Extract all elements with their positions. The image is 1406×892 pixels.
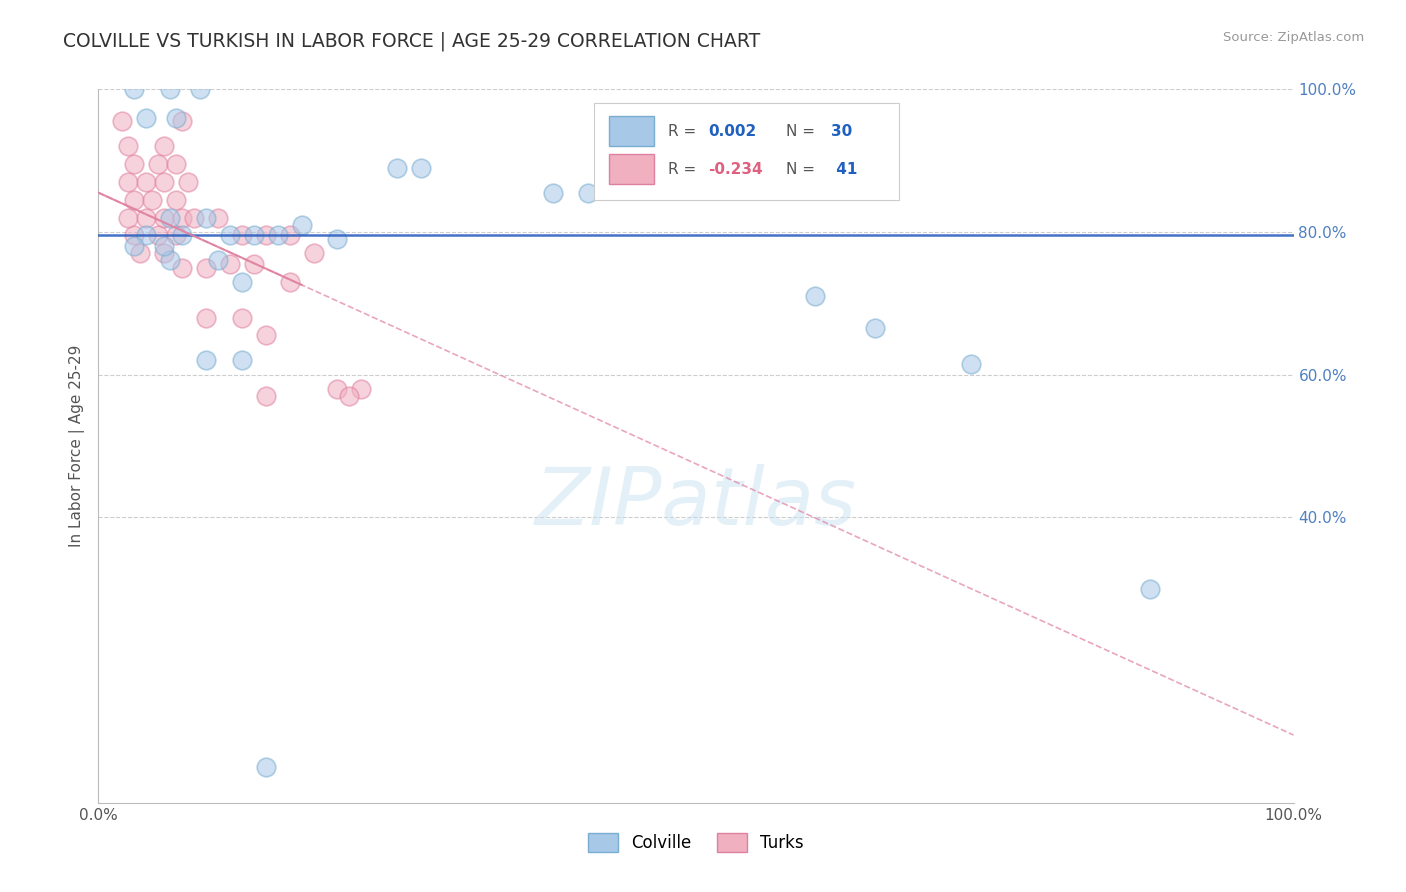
Text: N =: N = bbox=[786, 161, 820, 177]
Point bbox=[135, 228, 157, 243]
Point bbox=[124, 157, 146, 171]
Point bbox=[254, 328, 277, 343]
Point bbox=[326, 232, 349, 246]
Point bbox=[153, 175, 176, 189]
Point bbox=[124, 228, 146, 243]
Point bbox=[578, 186, 600, 200]
Point bbox=[231, 228, 253, 243]
Point bbox=[188, 82, 211, 96]
Point bbox=[165, 228, 187, 243]
Point bbox=[278, 275, 301, 289]
Text: R =: R = bbox=[668, 161, 702, 177]
Point bbox=[172, 114, 194, 128]
Text: 41: 41 bbox=[831, 161, 858, 177]
Point bbox=[124, 82, 146, 96]
Point bbox=[231, 353, 253, 368]
Point bbox=[153, 211, 176, 225]
Point bbox=[153, 246, 176, 260]
Point bbox=[153, 139, 176, 153]
Text: R =: R = bbox=[668, 124, 702, 139]
Point bbox=[195, 260, 218, 275]
Point bbox=[219, 257, 242, 271]
Point bbox=[231, 310, 253, 325]
Y-axis label: In Labor Force | Age 25-29: In Labor Force | Age 25-29 bbox=[69, 345, 84, 547]
Text: 0.002: 0.002 bbox=[709, 124, 756, 139]
Point bbox=[219, 228, 242, 243]
Point bbox=[141, 193, 163, 207]
Point bbox=[159, 253, 181, 268]
FancyBboxPatch shape bbox=[595, 103, 900, 200]
Point bbox=[195, 211, 218, 225]
Point bbox=[195, 310, 218, 325]
Text: 30: 30 bbox=[831, 124, 852, 139]
Point bbox=[135, 211, 157, 225]
Text: Source: ZipAtlas.com: Source: ZipAtlas.com bbox=[1223, 31, 1364, 45]
Text: ZIPatlas: ZIPatlas bbox=[534, 464, 858, 542]
Point bbox=[165, 157, 187, 171]
Point bbox=[165, 111, 187, 125]
Point bbox=[111, 114, 134, 128]
Point bbox=[117, 175, 139, 189]
Point bbox=[148, 228, 170, 243]
Point bbox=[159, 211, 181, 225]
Point bbox=[195, 353, 218, 368]
Point bbox=[960, 357, 983, 371]
Point bbox=[117, 139, 139, 153]
Point bbox=[291, 218, 314, 232]
Point bbox=[183, 211, 205, 225]
Point bbox=[278, 228, 301, 243]
Point bbox=[177, 175, 200, 189]
Point bbox=[254, 228, 277, 243]
Point bbox=[254, 389, 277, 403]
Point bbox=[124, 239, 146, 253]
Bar bbox=[609, 154, 654, 184]
Point bbox=[267, 228, 290, 243]
Point bbox=[135, 175, 157, 189]
Point bbox=[411, 161, 433, 175]
Point bbox=[117, 211, 139, 225]
Point bbox=[153, 239, 176, 253]
Point bbox=[231, 275, 253, 289]
Text: COLVILLE VS TURKISH IN LABOR FORCE | AGE 25-29 CORRELATION CHART: COLVILLE VS TURKISH IN LABOR FORCE | AGE… bbox=[63, 31, 761, 51]
Legend: Colville, Turks: Colville, Turks bbox=[582, 826, 810, 859]
Point bbox=[148, 157, 170, 171]
Point bbox=[302, 246, 325, 260]
Point bbox=[243, 257, 266, 271]
Point bbox=[339, 389, 361, 403]
Bar bbox=[609, 117, 654, 146]
Point bbox=[135, 111, 157, 125]
Text: N =: N = bbox=[786, 124, 820, 139]
Point bbox=[541, 186, 564, 200]
Point bbox=[385, 161, 409, 175]
Point bbox=[207, 211, 229, 225]
Point bbox=[243, 228, 266, 243]
Point bbox=[804, 289, 827, 303]
Point bbox=[865, 321, 887, 335]
Point bbox=[165, 193, 187, 207]
Point bbox=[172, 260, 194, 275]
Point bbox=[1139, 582, 1161, 596]
Point bbox=[172, 228, 194, 243]
Point bbox=[207, 253, 229, 268]
Point bbox=[326, 382, 349, 396]
Point bbox=[159, 82, 181, 96]
Point bbox=[254, 760, 277, 774]
Point bbox=[172, 211, 194, 225]
Point bbox=[350, 382, 373, 396]
Text: -0.234: -0.234 bbox=[709, 161, 762, 177]
Point bbox=[129, 246, 152, 260]
Point bbox=[124, 193, 146, 207]
